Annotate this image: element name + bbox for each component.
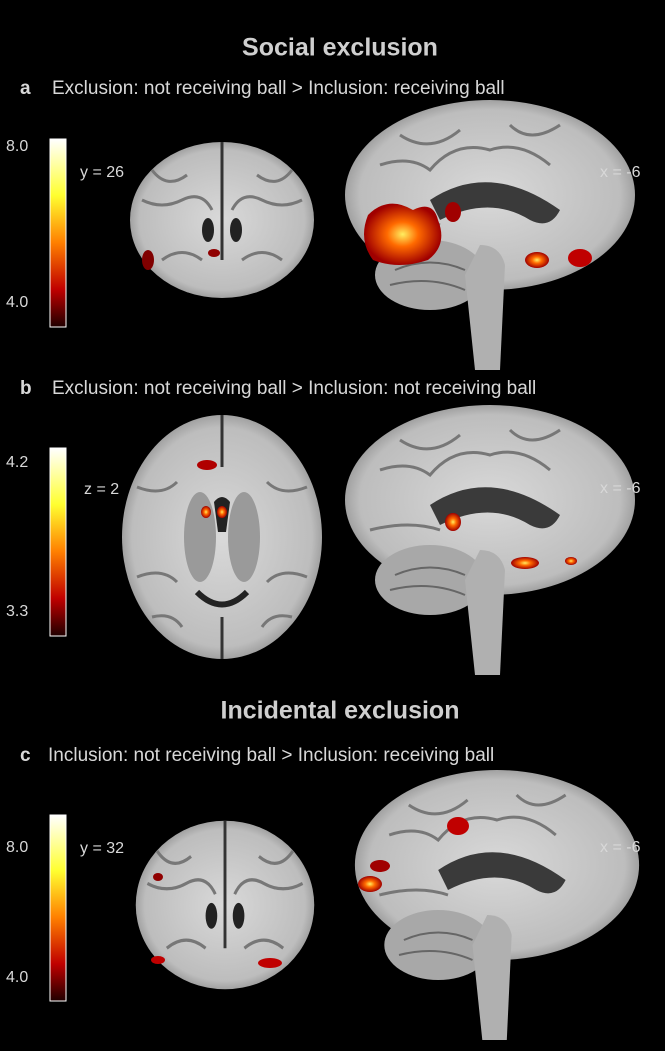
slice-coordinate: y = 26: [80, 164, 124, 181]
contrast-title: Exclusion: not receiving ball > Inclusio…: [52, 378, 536, 399]
activation: [364, 204, 441, 265]
colorbar-max: 8.0: [6, 839, 28, 856]
activation: [445, 202, 461, 222]
panel-label: c: [20, 745, 31, 766]
sagittal-slice: [345, 405, 635, 675]
slice-coordinate: y = 32: [80, 840, 124, 857]
figure: Social exclusion a Exclusion: not receiv…: [0, 0, 665, 1046]
colorbar: [50, 815, 66, 1001]
sagittal-slice: [355, 770, 639, 1040]
colorbar-min: 4.0: [6, 969, 28, 986]
axial-slice: [122, 415, 322, 659]
colorbar-max: 4.2: [6, 454, 28, 471]
activation: [142, 250, 154, 270]
section-heading: Incidental exclusion: [221, 697, 460, 725]
colorbar: [50, 139, 66, 327]
contrast-title: Inclusion: not receiving ball > Inclusio…: [48, 745, 494, 766]
activation: [197, 460, 217, 470]
slice-coordinate: x = -6: [600, 839, 641, 856]
activation: [258, 958, 282, 968]
activation: [447, 817, 469, 835]
slice-coordinate: x = -6: [600, 164, 641, 181]
panel-label: a: [20, 78, 31, 99]
coronal-slice: [136, 821, 314, 989]
colorbar-min: 3.3: [6, 603, 28, 620]
activation: [511, 557, 539, 569]
activation: [445, 513, 461, 531]
panel-label: b: [20, 378, 32, 399]
slice-coordinate: z = 2: [84, 481, 119, 498]
colorbar-min: 4.0: [6, 294, 28, 311]
section-heading: Social exclusion: [242, 34, 438, 62]
activation: [208, 249, 220, 257]
activation: [358, 876, 382, 892]
activation: [568, 249, 592, 267]
contrast-title: Exclusion: not receiving ball > Inclusio…: [52, 78, 505, 99]
activation: [370, 860, 390, 872]
activation: [217, 506, 227, 518]
activation: [201, 506, 211, 518]
colorbar-max: 8.0: [6, 138, 28, 155]
colorbar: [50, 448, 66, 636]
activation: [153, 873, 163, 881]
slice-coordinate: x = -6: [600, 480, 641, 497]
activation: [525, 252, 549, 268]
activation: [565, 557, 577, 565]
activation: [151, 956, 165, 964]
coronal-slice: [130, 142, 314, 298]
